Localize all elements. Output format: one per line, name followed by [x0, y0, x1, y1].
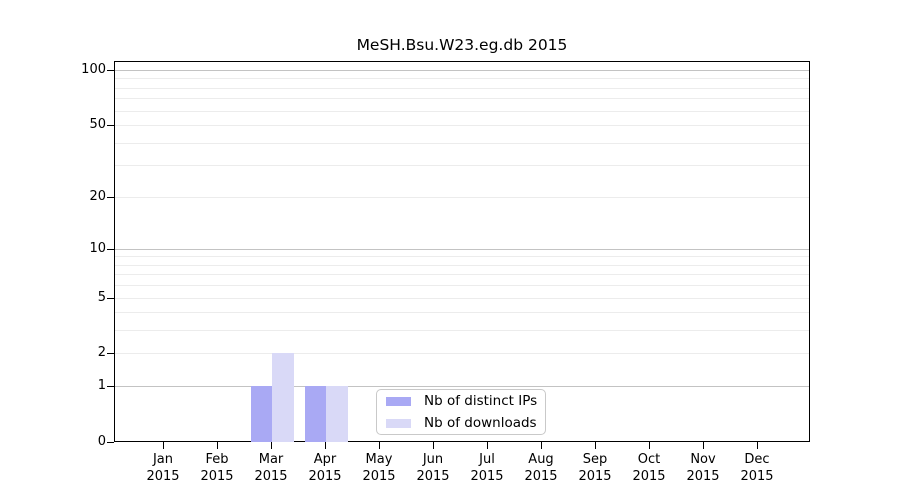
x-tick-nov — [703, 442, 704, 449]
y-tick-0 — [107, 442, 114, 443]
y-tick-label-10: 10 — [89, 240, 106, 256]
gridline-y-60 — [115, 110, 809, 112]
y-tick-5 — [107, 297, 114, 299]
y-tick-label-100: 100 — [81, 62, 106, 77]
gridline-y-20 — [115, 196, 809, 198]
x-tick-dec — [757, 442, 758, 449]
legend-box: Nb of distinct IPs Nb of downloads — [376, 389, 546, 435]
gridline-y-80 — [115, 87, 809, 89]
legend-entry-downloads: Nb of downloads — [377, 414, 545, 432]
chart-title: MeSH.Bsu.W23.eg.db 2015 — [356, 36, 568, 54]
x-tick-label-sep: Sep 2015 — [578, 452, 612, 484]
x-tick-label-mar: Mar 2015 — [254, 452, 288, 484]
gridline-y-70 — [115, 98, 809, 100]
y-tick-100 — [107, 70, 114, 71]
y-tick-10 — [107, 248, 114, 250]
y-tick-label-5: 5 — [97, 289, 106, 305]
bar-mar-downloads — [272, 353, 294, 442]
x-tick-mar — [271, 442, 272, 449]
gridline-y-6 — [115, 285, 809, 287]
x-tick-jul — [487, 442, 488, 449]
y-tick-label-1: 1 — [97, 378, 106, 394]
x-tick-label-dec: Dec 2015 — [740, 452, 774, 484]
x-tick-label-may: May 2015 — [362, 452, 396, 484]
x-tick-feb — [217, 442, 218, 449]
plot-area — [114, 61, 810, 442]
x-tick-may — [379, 442, 380, 449]
gridline-y-3 — [115, 330, 809, 332]
gridline-y-30 — [115, 165, 809, 167]
gridline-y-8 — [115, 264, 809, 266]
x-tick-label-aug: Aug 2015 — [524, 452, 558, 484]
x-tick-label-jun: Jun 2015 — [416, 452, 450, 484]
bar-apr-distinct-ips — [304, 386, 326, 442]
x-tick-label-apr: Apr 2015 — [308, 452, 342, 484]
gridline-y-10 — [115, 248, 809, 250]
x-tick-jun — [433, 442, 434, 449]
x-tick-oct — [649, 442, 650, 449]
x-tick-jan — [163, 442, 164, 449]
legend-label-downloads: Nb of downloads — [424, 415, 537, 431]
gridline-y-50 — [115, 125, 809, 127]
y-tick-2 — [107, 353, 114, 355]
y-tick-label-2: 2 — [97, 345, 106, 361]
y-tick-label-50: 50 — [89, 117, 106, 133]
legend-label-distinct-ips: Nb of distinct IPs — [424, 393, 538, 409]
gridline-y-7 — [115, 274, 809, 276]
x-tick-aug — [541, 442, 542, 449]
gridline-y-90 — [115, 78, 809, 80]
x-tick-sep — [595, 442, 596, 449]
bar-apr-downloads — [326, 386, 348, 442]
y-tick-label-0: 0 — [97, 434, 106, 449]
gridline-y-100 — [115, 70, 809, 71]
legend-entry-distinct-ips: Nb of distinct IPs — [377, 392, 545, 410]
y-tick-label-20: 20 — [89, 188, 106, 204]
x-tick-label-oct: Oct 2015 — [632, 452, 666, 484]
gridline-y-40 — [115, 142, 809, 144]
x-tick-label-jul: Jul 2015 — [470, 452, 504, 484]
y-tick-20 — [107, 196, 114, 198]
bar-mar-distinct-ips — [250, 386, 272, 442]
x-tick-label-nov: Nov 2015 — [686, 452, 720, 484]
legend-swatch-downloads — [386, 418, 411, 428]
gridline-y-2 — [115, 353, 809, 355]
gridline-y-1 — [115, 386, 809, 388]
legend-swatch-distinct-ips — [386, 396, 411, 406]
gridline-y-9 — [115, 256, 809, 258]
gridline-y-5 — [115, 297, 809, 299]
y-tick-50 — [107, 125, 114, 127]
x-tick-label-jan: Jan 2015 — [146, 452, 180, 484]
x-tick-apr — [325, 442, 326, 449]
x-tick-label-feb: Feb 2015 — [200, 452, 234, 484]
y-tick-1 — [107, 386, 114, 388]
gridline-y-4 — [115, 312, 809, 314]
